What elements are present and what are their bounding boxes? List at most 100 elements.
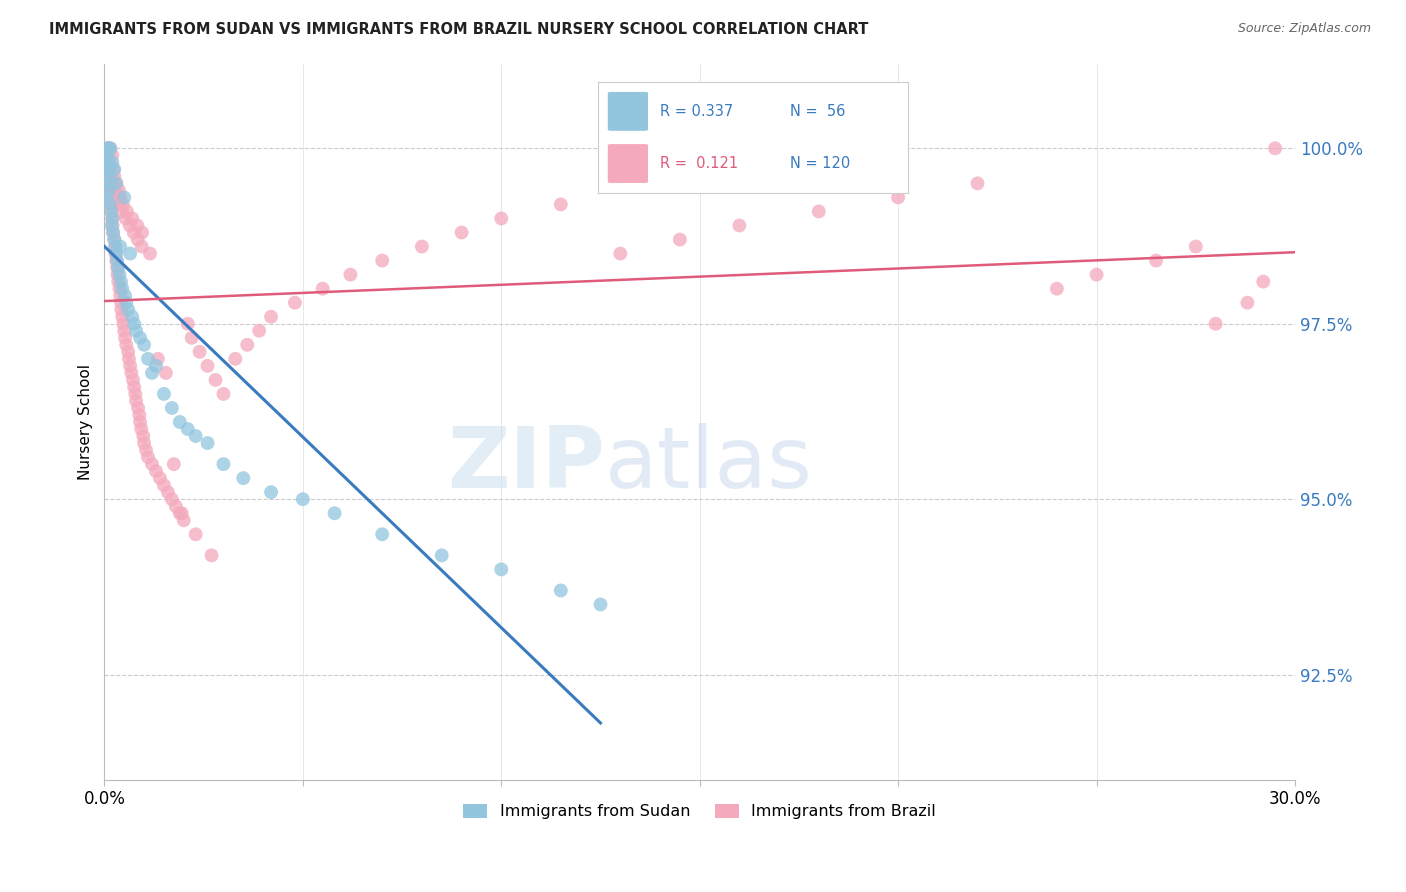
Point	[146, 351, 169, 366]
Point	[260, 485, 283, 500]
Point	[122, 380, 145, 394]
Point	[101, 148, 124, 162]
Point	[125, 324, 148, 338]
Point	[98, 141, 121, 155]
Point	[96, 141, 118, 155]
Point	[115, 338, 138, 352]
Point	[101, 219, 124, 233]
Y-axis label: Nursery School: Nursery School	[79, 364, 93, 480]
Point	[141, 457, 163, 471]
Point	[115, 204, 138, 219]
Point	[112, 317, 135, 331]
Point	[97, 162, 120, 177]
Point	[104, 183, 127, 197]
Point	[97, 141, 120, 155]
Text: ZIP: ZIP	[447, 424, 605, 507]
Point	[135, 443, 157, 458]
Point	[96, 155, 118, 169]
Point	[491, 562, 513, 576]
Point	[101, 226, 124, 240]
Point	[118, 219, 141, 233]
Point	[98, 155, 121, 169]
Point	[107, 260, 129, 275]
Point	[129, 415, 152, 429]
Point	[110, 295, 132, 310]
Point	[103, 233, 125, 247]
Point	[260, 310, 283, 324]
Point	[149, 471, 172, 485]
Point	[112, 324, 135, 338]
Point	[430, 549, 453, 563]
Point	[103, 162, 125, 177]
Point	[129, 422, 152, 436]
Point	[1264, 141, 1286, 155]
Point	[131, 239, 153, 253]
Point	[112, 197, 135, 211]
Point	[232, 471, 254, 485]
Point	[114, 288, 136, 302]
Point	[212, 457, 235, 471]
Point	[97, 155, 120, 169]
Point	[104, 246, 127, 260]
Point	[96, 190, 118, 204]
Point	[97, 169, 120, 184]
Point	[153, 387, 176, 401]
Point	[107, 268, 129, 282]
Point	[117, 302, 139, 317]
Point	[180, 331, 202, 345]
Point	[669, 233, 692, 247]
Point	[103, 169, 125, 184]
Point	[111, 310, 134, 324]
Point	[132, 436, 155, 450]
Point	[129, 331, 152, 345]
Point	[98, 141, 121, 155]
Point	[1205, 317, 1227, 331]
Point	[108, 268, 131, 282]
Point	[136, 351, 159, 366]
Point	[141, 366, 163, 380]
Point	[145, 359, 167, 373]
Point	[122, 317, 145, 331]
Point	[156, 485, 179, 500]
Point	[170, 506, 193, 520]
Point	[127, 219, 149, 233]
Point	[132, 429, 155, 443]
Point	[110, 190, 132, 204]
Point	[807, 204, 830, 219]
Point	[98, 169, 121, 184]
Point	[110, 302, 132, 317]
Point	[120, 359, 142, 373]
Point	[103, 177, 125, 191]
Point	[100, 197, 122, 211]
Point	[339, 268, 361, 282]
Point	[609, 246, 631, 260]
Point	[108, 183, 131, 197]
Point	[122, 226, 145, 240]
Point	[127, 233, 149, 247]
Point	[966, 177, 988, 191]
Point	[1184, 239, 1206, 253]
Point	[114, 331, 136, 345]
Point	[100, 204, 122, 219]
Point	[177, 317, 200, 331]
Point	[411, 239, 433, 253]
Point	[107, 190, 129, 204]
Point	[128, 408, 150, 422]
Point	[284, 295, 307, 310]
Point	[117, 344, 139, 359]
Point	[100, 190, 122, 204]
Point	[103, 162, 125, 177]
Point	[115, 295, 138, 310]
Point	[97, 141, 120, 155]
Text: IMMIGRANTS FROM SUDAN VS IMMIGRANTS FROM BRAZIL NURSERY SCHOOL CORRELATION CHART: IMMIGRANTS FROM SUDAN VS IMMIGRANTS FROM…	[49, 22, 869, 37]
Point	[311, 282, 333, 296]
Point	[1085, 268, 1108, 282]
Point	[105, 177, 128, 191]
Point	[197, 359, 219, 373]
Point	[177, 422, 200, 436]
Point	[101, 169, 124, 184]
Point	[1251, 275, 1274, 289]
Point	[371, 253, 394, 268]
Point	[121, 310, 143, 324]
Point	[104, 239, 127, 253]
